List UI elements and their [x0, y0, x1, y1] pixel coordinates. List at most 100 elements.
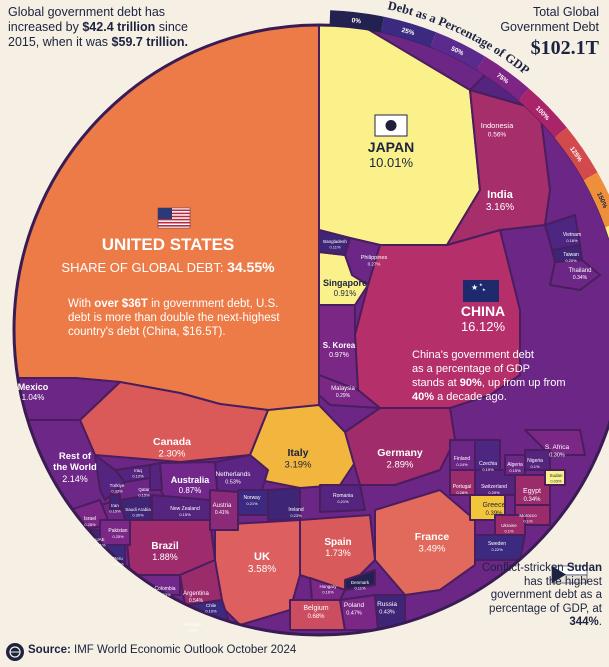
label-rest-of-the-world-name-1: Rest of — [59, 451, 92, 462]
label-thailand-name: Thailand — [568, 268, 591, 274]
total-debt: Total Global Government Debt $102.1T — [489, 5, 599, 61]
label-belgium-name: Belgium — [303, 605, 328, 612]
label-mexico-share: 1.04% — [22, 393, 45, 402]
label-united-states-share: SHARE OF GLOBAL DEBT: 34.55% — [61, 259, 275, 275]
label-malaysia-share: 0.29% — [336, 393, 351, 399]
label-s-korea-share: 0.97% — [329, 352, 349, 359]
label-ecuador-share: 0.06% — [187, 628, 199, 633]
source-line: Source: IMF World Economic Outlook Octob… — [28, 644, 296, 656]
label-mexico-name: Mexico — [18, 382, 49, 392]
cell-algeria — [504, 454, 526, 476]
label-france-name: France — [415, 531, 450, 543]
cell-sudan — [544, 469, 566, 486]
label-saudi-arabia-share: 0.30% — [132, 513, 144, 518]
label-vietnam-share: 0.16% — [566, 238, 578, 243]
label-czechia-name: Czechia — [479, 461, 497, 467]
sudan-text-3: . — [598, 616, 602, 628]
label-argentina-name: Argentina — [183, 591, 209, 597]
label-hungary-share: 0.16% — [322, 590, 334, 595]
cell-bangladesh — [318, 229, 351, 256]
label-uae-share: 0.11% — [94, 543, 105, 548]
label-t-rkiye-share: 0.33% — [111, 489, 123, 494]
intro-value-2: $59.7 trillion. — [111, 35, 188, 49]
label-qatar-name: Qatar — [138, 487, 150, 492]
label-germany-name: Germany — [377, 447, 423, 459]
legend-swatch-150 — [583, 172, 609, 228]
label-russia-share: 0.43% — [379, 610, 395, 616]
label-rest-of-the-world-share: 2.14% — [62, 474, 88, 484]
label-russia-name: Russia — [377, 601, 397, 608]
label-france-share: 3.49% — [419, 544, 446, 555]
label-thailand-share: 0.34% — [573, 275, 588, 281]
china-flag-icon: ★ ★ ★ — [463, 280, 499, 302]
label-iraq-name: Iraq — [134, 468, 142, 473]
label-japan-share: 10.01% — [369, 155, 414, 170]
label-egypt-name: Egypt — [523, 488, 541, 495]
cell-czechia — [474, 439, 501, 471]
label-china-share: 16.12% — [461, 319, 506, 334]
label-hungary-name: Hungary — [319, 584, 337, 589]
label-pakistan-share: 0.25% — [112, 534, 124, 539]
intro-text-2: since 2015, when it was — [8, 20, 188, 49]
source-text: IMF World Economic Outlook October 2024 — [70, 644, 297, 656]
cell-s-africa — [524, 429, 586, 456]
label-s-africa-share: 0.30% — [549, 453, 565, 459]
label-netherlands-share: 0.53% — [225, 480, 241, 486]
sudan-bold-1: Sudan — [566, 562, 602, 574]
label-nigeria-name: Nigeria — [527, 458, 543, 464]
label-nigeria-share: 0.1% — [530, 464, 540, 469]
label-bangladesh-share: 0.11% — [329, 245, 340, 250]
legend-swatch-0 — [329, 10, 385, 33]
label-chile-share: 0.10% — [205, 609, 217, 614]
label-chile-name: Chile — [206, 603, 217, 608]
label-sudan-share: 0.03% — [550, 479, 562, 484]
label-india-name: India — [487, 189, 514, 201]
legend-label-25: 25% — [401, 27, 416, 37]
cell-new-zealand — [151, 494, 211, 521]
label-australia-name: Australia — [171, 475, 211, 485]
label-denmark-share: 0.11% — [354, 586, 365, 591]
label-indonesia-name: Indonesia — [481, 121, 514, 130]
sudan-annotation: Conflict-stricken Sudan has the highest … — [470, 562, 602, 630]
label-ireland-share: 0.23% — [290, 513, 302, 518]
sudan-text-1: Conflict-stricken — [481, 562, 567, 574]
label-t-rkiye-name: Türkiye — [110, 483, 125, 488]
label-peru-name: Peru — [113, 556, 123, 561]
label-colombia-name: Colombia — [154, 586, 175, 592]
label-india-share: 3.16% — [486, 202, 514, 213]
us-callout-note: With over $36T in government debt, U.S. d… — [68, 298, 280, 338]
sudan-text-2: has the highest government debt as a per… — [489, 575, 602, 615]
label-denmark-name: Denmark — [351, 580, 370, 585]
label-brazil-share: 1.88% — [152, 552, 178, 562]
label-algeria-share: 0.15% — [509, 468, 521, 473]
label-colombia-share: 0.23% — [159, 592, 171, 597]
label-poland-name: Poland — [344, 602, 365, 609]
total-debt-label: Total Global Government Debt — [500, 5, 599, 34]
label-poland-share: 0.47% — [346, 611, 362, 617]
legend-swatch-200 — [605, 225, 609, 239]
label-austria-name: Austria — [213, 503, 232, 509]
label-brazil-name: Brazil — [151, 541, 178, 552]
label-netherlands-name: Netherlands — [215, 471, 251, 478]
label-finland-name: Finland — [454, 456, 471, 462]
cell-qatar — [149, 462, 163, 491]
chart-labels: UNITED STATES SHARE OF GLOBAL DEBT: 34.55… — [18, 121, 592, 633]
label-canada-name: Canada — [153, 436, 191, 448]
cell-t-rkiye — [94, 454, 126, 501]
cell-colombia — [129, 574, 181, 596]
label-united-states-name: UNITED STATES — [102, 235, 235, 254]
japan-flag-icon — [374, 114, 408, 137]
chart-outline — [12, 23, 609, 637]
label-new-zealand-name: New Zealand — [170, 506, 200, 512]
cell-mexico — [14, 377, 121, 421]
label-algeria-name: Algeria — [507, 462, 523, 468]
label-uae-name: UAE — [95, 537, 104, 542]
label-iran-share: 0.15% — [109, 509, 121, 514]
label-uk-share: 3.58% — [248, 564, 276, 575]
label-switzerland-name: Switzerland — [481, 484, 507, 490]
total-debt-value: $102.1T — [530, 37, 599, 59]
label-norway-name: Norway — [244, 495, 261, 501]
label-portugal-name: Portugal — [453, 484, 472, 490]
label-ukraine-name: Ukraine — [501, 523, 517, 528]
cell-france — [374, 489, 476, 596]
